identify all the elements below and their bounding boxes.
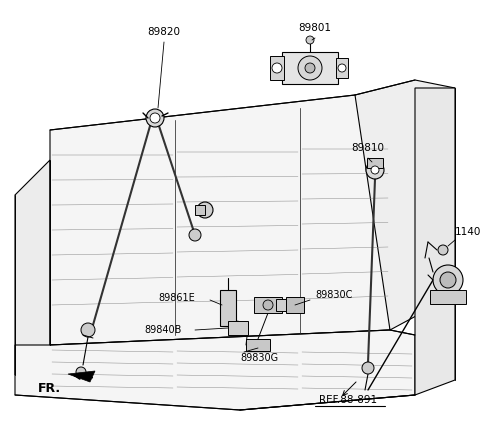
Polygon shape: [50, 95, 395, 345]
Bar: [270, 56, 284, 80]
Circle shape: [440, 272, 456, 288]
Bar: [286, 297, 304, 313]
Bar: [276, 299, 290, 311]
Polygon shape: [15, 330, 415, 410]
Circle shape: [362, 362, 374, 374]
Bar: [367, 158, 383, 168]
Circle shape: [371, 166, 379, 174]
Bar: [336, 58, 348, 78]
Bar: [195, 205, 205, 215]
Bar: [282, 52, 338, 84]
Circle shape: [305, 63, 315, 73]
Polygon shape: [415, 88, 455, 395]
Circle shape: [197, 202, 213, 218]
Circle shape: [306, 36, 314, 44]
Circle shape: [263, 300, 273, 310]
Bar: [228, 321, 248, 335]
Polygon shape: [15, 160, 50, 375]
Text: REF.88-891: REF.88-891: [319, 395, 377, 405]
Circle shape: [298, 56, 322, 80]
Circle shape: [189, 229, 201, 241]
Bar: [246, 339, 270, 351]
Bar: [220, 290, 236, 326]
Text: 89810: 89810: [351, 143, 384, 153]
Circle shape: [366, 161, 384, 179]
Bar: [254, 297, 282, 313]
Text: 89820: 89820: [147, 27, 180, 37]
Polygon shape: [355, 80, 455, 330]
Circle shape: [76, 367, 86, 377]
Text: 1140EJ: 1140EJ: [455, 227, 480, 237]
Text: FR.: FR.: [38, 381, 61, 395]
Polygon shape: [68, 371, 95, 382]
Circle shape: [433, 265, 463, 295]
Text: 89801: 89801: [299, 23, 332, 33]
Text: 89840B: 89840B: [144, 325, 182, 335]
Bar: [430, 290, 466, 304]
Circle shape: [150, 113, 160, 123]
Text: 89861E: 89861E: [158, 293, 195, 303]
Text: 89830G: 89830G: [240, 353, 278, 363]
Text: 89830C: 89830C: [315, 290, 352, 300]
Circle shape: [146, 109, 164, 127]
Circle shape: [438, 245, 448, 255]
Circle shape: [272, 63, 282, 73]
Circle shape: [338, 64, 346, 72]
Circle shape: [81, 323, 95, 337]
